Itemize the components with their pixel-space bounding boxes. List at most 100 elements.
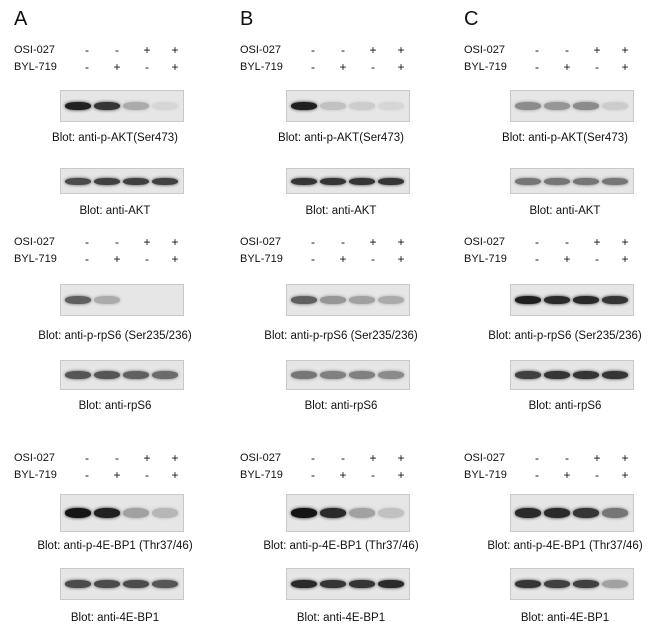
minus-sign: - bbox=[311, 252, 315, 266]
blot-band bbox=[378, 580, 404, 588]
treatment-row-osi-027: OSI-027 - - + + bbox=[464, 43, 650, 58]
plus-sign: + bbox=[397, 60, 405, 74]
blot-band bbox=[320, 371, 346, 379]
blot-band bbox=[65, 371, 91, 379]
blot-band bbox=[544, 508, 570, 518]
treatment-name: BYL-719 bbox=[240, 61, 283, 73]
treatment-name: OSI-027 bbox=[14, 44, 55, 56]
plus-sign: + bbox=[113, 60, 121, 74]
plus-sign: + bbox=[397, 451, 405, 465]
plus-sign: + bbox=[171, 235, 179, 249]
blot-caption: Blot: anti-rpS6 bbox=[78, 400, 152, 412]
minus-sign: - bbox=[145, 60, 149, 74]
blot-caption: Blot: anti-p-rpS6 (Ser235/236) bbox=[264, 330, 418, 342]
blot-band bbox=[152, 580, 178, 588]
blot-caption: Blot: anti-AKT bbox=[79, 205, 151, 217]
blot-band bbox=[573, 178, 599, 185]
minus-sign: - bbox=[85, 235, 89, 249]
plus-sign: + bbox=[621, 468, 629, 482]
plus-sign: + bbox=[397, 43, 405, 57]
blot-band bbox=[349, 508, 375, 518]
blot-band bbox=[291, 178, 317, 185]
panel-letter: B bbox=[240, 8, 254, 30]
treatment-name: BYL-719 bbox=[464, 61, 507, 73]
blot-image bbox=[510, 284, 634, 316]
blot-caption: Blot: anti-4E-BP1 bbox=[520, 612, 610, 624]
blot-band bbox=[94, 296, 120, 304]
blot-image bbox=[60, 568, 184, 600]
treatment-row-byl-719: BYL-719 - + - + bbox=[240, 468, 430, 483]
treatment-row-byl-719: BYL-719 - + - + bbox=[464, 60, 650, 75]
treatment-name: BYL-719 bbox=[464, 469, 507, 481]
blot-band bbox=[573, 296, 599, 304]
blot-caption: Blot: anti-rpS6 bbox=[528, 400, 602, 412]
blot-caption: Blot: anti-p-4E-BP1 (Thr37/46) bbox=[263, 540, 419, 552]
blot-image bbox=[60, 168, 184, 194]
blot-band bbox=[602, 296, 628, 304]
blot-band bbox=[515, 296, 541, 304]
plus-sign: + bbox=[593, 43, 601, 57]
treatment-name: BYL-719 bbox=[14, 253, 57, 265]
panel-letter: A bbox=[14, 8, 28, 30]
plus-sign: + bbox=[563, 252, 571, 266]
minus-sign: - bbox=[311, 60, 315, 74]
blot-caption: Blot: anti-p-4E-BP1 (Thr37/46) bbox=[37, 540, 193, 552]
plus-sign: + bbox=[369, 43, 377, 57]
plus-sign: + bbox=[339, 468, 347, 482]
blot-image bbox=[60, 90, 184, 122]
plus-sign: + bbox=[397, 468, 405, 482]
minus-sign: - bbox=[145, 252, 149, 266]
plus-sign: + bbox=[113, 468, 121, 482]
blot-caption: Blot: anti-p-AKT(Ser473) bbox=[52, 132, 178, 144]
treatment-row-byl-719: BYL-719 - + - + bbox=[464, 468, 650, 483]
minus-sign: - bbox=[535, 451, 539, 465]
minus-sign: - bbox=[565, 451, 569, 465]
plus-sign: + bbox=[143, 235, 151, 249]
plus-sign: + bbox=[563, 60, 571, 74]
panel-letter: C bbox=[464, 8, 479, 30]
minus-sign: - bbox=[115, 43, 119, 57]
blot-band bbox=[573, 102, 599, 110]
blot-band bbox=[94, 508, 120, 518]
treatment-name: OSI-027 bbox=[464, 44, 505, 56]
blot-band bbox=[378, 178, 404, 185]
blot-band bbox=[515, 178, 541, 185]
blot-caption: Blot: anti-AKT bbox=[305, 205, 377, 217]
blot-image bbox=[510, 568, 634, 600]
blot-band bbox=[291, 296, 317, 304]
treatment-name: OSI-027 bbox=[240, 44, 281, 56]
minus-sign: - bbox=[115, 451, 119, 465]
blot-band bbox=[320, 178, 346, 185]
treatment-name: BYL-719 bbox=[14, 61, 57, 73]
treatment-row-osi-027: OSI-027 - - + + bbox=[464, 235, 650, 250]
minus-sign: - bbox=[85, 43, 89, 57]
blot-band bbox=[573, 371, 599, 379]
blot-band bbox=[123, 371, 149, 379]
blot-band bbox=[349, 178, 375, 185]
blot-band bbox=[94, 580, 120, 588]
plus-sign: + bbox=[621, 451, 629, 465]
blot-band bbox=[378, 508, 404, 518]
plus-sign: + bbox=[621, 43, 629, 57]
blot-image bbox=[286, 90, 410, 122]
blot-caption: Blot: anti-4E-BP1 bbox=[296, 612, 386, 624]
blot-band bbox=[123, 102, 149, 110]
blot-band bbox=[152, 371, 178, 379]
blot-band bbox=[320, 508, 346, 518]
treatment-row-osi-027: OSI-027 - - + + bbox=[14, 235, 204, 250]
blot-band bbox=[123, 580, 149, 588]
treatment-name: OSI-027 bbox=[464, 236, 505, 248]
blot-caption: Blot: anti-rpS6 bbox=[304, 400, 378, 412]
treatment-name: BYL-719 bbox=[240, 253, 283, 265]
blot-band bbox=[602, 371, 628, 379]
treatment-name: OSI-027 bbox=[464, 452, 505, 464]
blot-band bbox=[320, 102, 346, 110]
blot-caption: Blot: anti-4E-BP1 bbox=[70, 612, 160, 624]
plus-sign: + bbox=[171, 451, 179, 465]
blot-band bbox=[544, 102, 570, 110]
plus-sign: + bbox=[113, 252, 121, 266]
minus-sign: - bbox=[371, 468, 375, 482]
treatment-row-osi-027: OSI-027 - - + + bbox=[14, 451, 204, 466]
minus-sign: - bbox=[341, 43, 345, 57]
blot-panel-c: C OSI-027 - - + + BYL-719 - + - + Blot: anti-p-AKT(… bbox=[460, 0, 650, 631]
